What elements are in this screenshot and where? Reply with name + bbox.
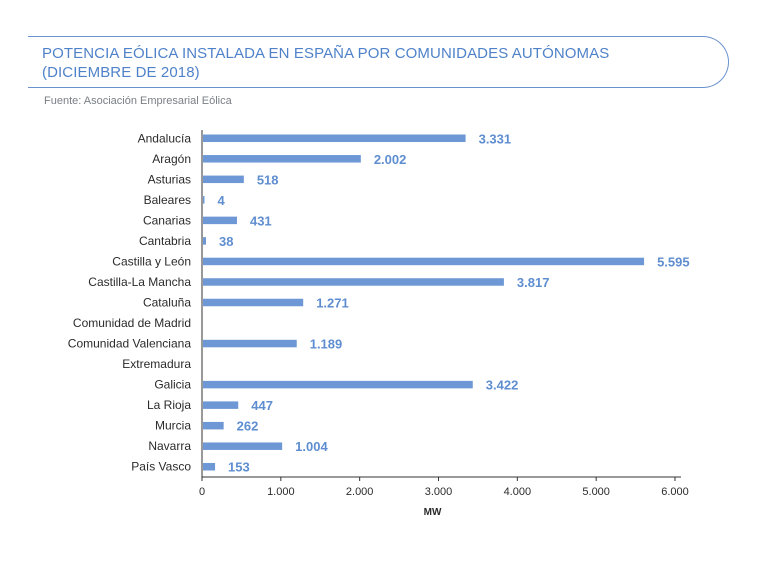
bar — [203, 298, 304, 307]
bar — [203, 442, 283, 450]
bar — [203, 134, 466, 143]
value-label: 518 — [257, 172, 279, 187]
title-box: POTENCIA EÓLICA INSTALADA EN ESPAÑA POR … — [28, 36, 729, 88]
chart-title-line1: POTENCIA EÓLICA INSTALADA EN ESPAÑA POR … — [42, 45, 610, 62]
category-label: Navarra — [148, 439, 191, 453]
bar — [203, 278, 504, 286]
value-label: 153 — [228, 460, 250, 475]
value-label: 1.004 — [295, 439, 328, 454]
bar — [203, 216, 237, 225]
value-label: 2.002 — [374, 152, 407, 167]
x-tick-label: 4.000 — [504, 486, 532, 498]
bar — [203, 257, 645, 266]
category-label: Cantabria — [139, 234, 191, 248]
bar — [203, 462, 216, 471]
bar — [203, 175, 244, 184]
bar — [203, 421, 224, 430]
category-label: Canarias — [143, 213, 191, 227]
category-label: Baleares — [144, 193, 191, 207]
chart-title-line2: (DICIEMBRE DE 2018) — [42, 64, 200, 81]
source-note: Fuente: Asociación Empresarial Eólica — [44, 95, 232, 107]
category-label: Castilla y León — [112, 254, 191, 268]
x-tick-label: 5.000 — [582, 486, 610, 498]
bar — [203, 196, 205, 204]
value-label: 3.817 — [517, 275, 550, 290]
x-tick-label: 0 — [199, 486, 205, 498]
chart-title: POTENCIA EÓLICA INSTALADA EN ESPAÑA POR … — [42, 44, 609, 82]
category-label: Comunidad Valenciana — [68, 337, 192, 351]
category-label: Murcia — [155, 419, 191, 433]
value-label: 1.271 — [316, 296, 349, 311]
value-label: 1.189 — [310, 337, 343, 352]
value-label: 447 — [251, 398, 273, 413]
value-label: 5.595 — [657, 254, 690, 269]
category-label: Comunidad de Madrid — [73, 316, 191, 330]
x-axis-label: MW — [424, 507, 442, 518]
category-label: Cataluña — [143, 296, 191, 310]
value-label: 3.331 — [479, 131, 512, 146]
x-tick-label: 3.000 — [425, 486, 453, 498]
value-label: 38 — [219, 234, 233, 249]
value-label: 431 — [250, 213, 272, 228]
category-label: País Vasco — [131, 460, 191, 474]
x-tick-label: 6.000 — [661, 486, 689, 498]
bar — [203, 401, 239, 409]
x-tick-label: 1.000 — [267, 486, 295, 498]
category-label: La Rioja — [147, 398, 191, 412]
value-label: 262 — [237, 419, 259, 434]
category-label: Andalucía — [138, 131, 192, 145]
x-tick-label: 2.000 — [346, 486, 374, 498]
category-label: Aragón — [152, 152, 191, 166]
category-label: Extremadura — [122, 357, 191, 371]
bar — [203, 237, 206, 245]
bar — [203, 380, 473, 389]
bar — [203, 155, 361, 163]
category-label: Asturias — [148, 172, 191, 186]
value-label: 3.422 — [486, 378, 519, 393]
value-label: 4 — [218, 193, 226, 208]
category-label: Castilla-La Mancha — [88, 275, 191, 289]
bar — [203, 339, 297, 348]
category-label: Galicia — [154, 378, 191, 392]
